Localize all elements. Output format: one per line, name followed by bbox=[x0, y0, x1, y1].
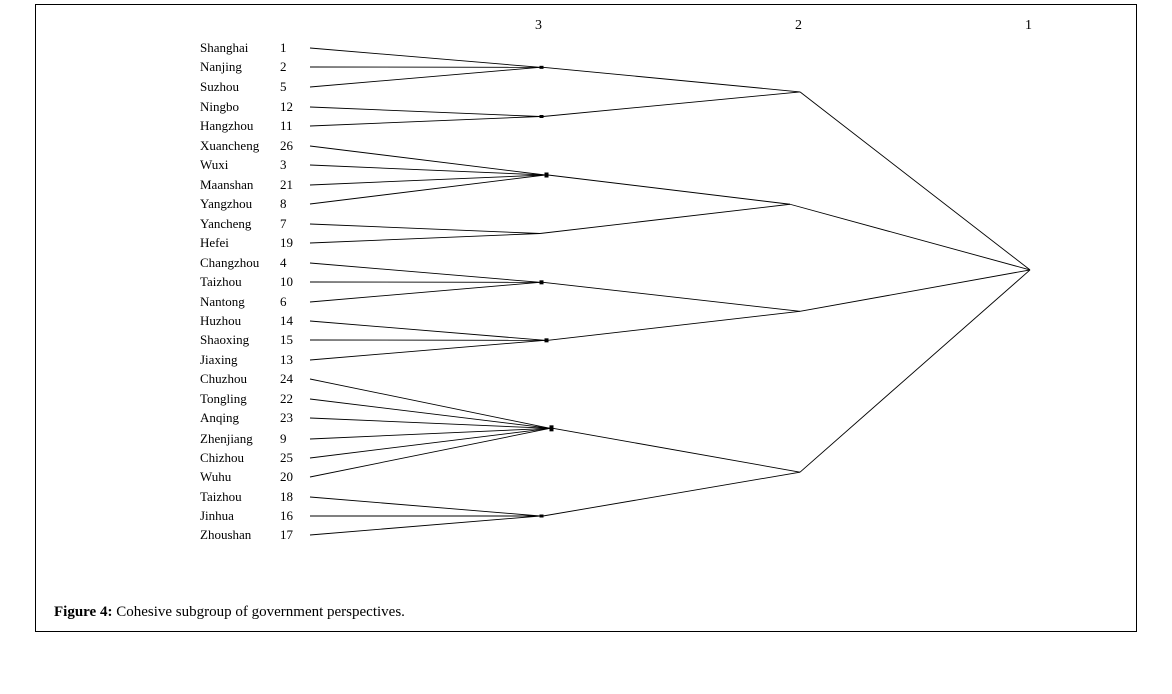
dendrogram-svg bbox=[0, 0, 1172, 694]
figure-caption-text: Cohesive subgroup of government perspect… bbox=[112, 604, 404, 620]
figure-caption-bold: Figure 4: bbox=[54, 604, 112, 620]
page: { "figure": { "type": "dendrogram", "box… bbox=[0, 0, 1172, 694]
figure-caption: Figure 4: Cohesive subgroup of governmen… bbox=[54, 604, 405, 621]
